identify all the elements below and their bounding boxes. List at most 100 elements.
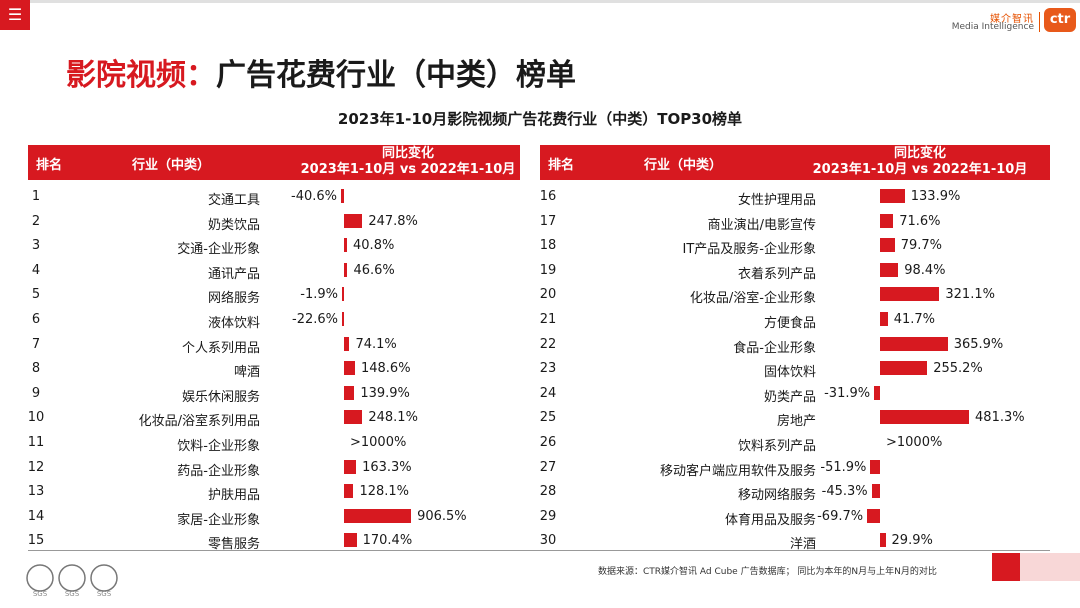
header-industry: 行业（中类） — [644, 158, 723, 173]
industry-cell: 奶类饮品 — [207, 217, 260, 233]
change-bar — [880, 410, 970, 425]
change-label: 98.4% — [904, 262, 946, 278]
change-bar — [880, 262, 899, 277]
table-row: 15 零售服务 170.4% — [0, 529, 1080, 553]
table-row: 30 洋酒 29.9% — [0, 529, 1080, 553]
rank-cell: 16 — [539, 189, 557, 204]
table-row: 23 固体饮料 255.2% — [0, 357, 1080, 381]
logo-separator — [1039, 12, 1040, 32]
industry-cell: 零售服务 — [207, 537, 260, 553]
change-bar — [344, 410, 363, 425]
change-label: 255.2% — [933, 361, 983, 377]
rank-cell: 7 — [31, 336, 41, 352]
table-row: 24 奶类产品 -31.9% — [0, 382, 1080, 406]
header-change-line2: 2023年1-10月 vs 2022年1-10月 — [300, 162, 516, 177]
header-change-line1: 同比变化 — [381, 146, 434, 161]
table-row: 28 移动网络服务 -45.3% — [0, 480, 1080, 504]
change-bar — [344, 361, 355, 376]
industry-cell: 药品-企业形象 — [177, 463, 260, 479]
header-change: 同比变化 2023年1-10月 vs 2022年1-10月 — [800, 146, 1040, 178]
table-row: 29 体育用品及服务 -69.7% — [0, 505, 1080, 529]
rank-cell: 6 — [31, 312, 41, 327]
change-label: 40.8% — [353, 238, 395, 254]
change-bar — [867, 508, 880, 523]
table-row: 12 药品-企业形象 163.3% — [0, 456, 1080, 480]
change-bar — [344, 213, 363, 228]
change-label: 247.8% — [368, 213, 418, 229]
rank-cell: 27 — [539, 459, 557, 475]
change-label: 29.9% — [891, 533, 933, 549]
industry-cell: 体育用品及服务 — [724, 512, 816, 528]
change-label: 79.7% — [900, 238, 943, 254]
industry-cell: 通讯产品 — [207, 266, 260, 282]
table-row: 27 移动客户端应用软件及服务 -51.9% — [0, 456, 1080, 480]
change-bar — [344, 508, 412, 523]
industry-cell: 洋酒 — [789, 537, 816, 553]
rank-cell: 29 — [539, 508, 557, 524]
rank-cell: 3 — [31, 238, 41, 254]
rank-cell: 14 — [27, 508, 45, 524]
change-bar — [344, 262, 348, 277]
chart-title: 2023年1-10月影院视频广告花费行业（中类）TOP30榜单 — [337, 110, 743, 128]
change-bar — [340, 189, 344, 203]
footer-accent-red — [992, 553, 1020, 581]
hamburger-icon[interactable]: ☰ — [0, 0, 30, 30]
change-label: 163.3% — [362, 459, 412, 475]
industry-cell: 房地产 — [776, 414, 816, 430]
change-bar — [880, 361, 928, 376]
change-label: 906.5% — [417, 508, 467, 524]
table-header-right: 排名 行业（中类） 同比变化 2023年1-10月 vs 2022年1-10月 — [540, 145, 1050, 180]
sgs-label: SGS — [33, 590, 48, 598]
table-row: 1 交通工具 -40.6% — [0, 185, 1080, 209]
table-row: 9 娱乐休闲服务 139.9% — [0, 382, 1080, 406]
rank-cell: 25 — [539, 410, 557, 426]
header-rank: 排名 — [36, 158, 63, 173]
header-rank: 排名 — [548, 158, 575, 173]
industry-cell: 固体饮料 — [763, 365, 816, 381]
industry-cell: 女性护理用品 — [737, 193, 816, 208]
change-bar — [880, 312, 888, 326]
industry-cell: 化妆品/浴室-企业形象 — [689, 291, 816, 307]
table-row: 6 液体饮料 -22.6% — [0, 308, 1080, 332]
change-label: -51.9% — [820, 459, 867, 475]
header-change-line1: 同比变化 — [893, 146, 946, 161]
industry-cell: 娱乐休闲服务 — [181, 389, 260, 405]
change-bar — [880, 336, 948, 351]
industry-cell: 移动网络服务 — [737, 488, 816, 504]
rank-cell: 23 — [539, 361, 557, 377]
industry-cell: 食品-企业形象 — [733, 340, 816, 356]
change-label: 148.6% — [360, 361, 411, 377]
rank-cell: 22 — [539, 336, 557, 352]
industry-cell: IT产品及服务-企业形象 — [682, 242, 816, 258]
change-bar — [880, 533, 886, 548]
rank-cell: 17 — [539, 213, 557, 229]
table-row: 22 食品-企业形象 365.9% — [0, 333, 1080, 357]
table-row: 5 网络服务 -1.9% — [0, 283, 1080, 307]
industry-cell: 饮料系列产品 — [737, 439, 816, 454]
table-row: 21 方便食品 41.7% — [0, 308, 1080, 332]
rank-cell: 12 — [27, 459, 45, 475]
rank-cell: 5 — [31, 287, 41, 303]
rank-cell: 1 — [31, 189, 41, 204]
header-change: 同比变化 2023年1-10月 vs 2022年1-10月 — [288, 146, 528, 178]
rank-cell: 24 — [539, 385, 557, 401]
logo-cn: 媒介智讯 — [990, 14, 1034, 25]
change-bar — [880, 238, 895, 253]
table-row: 17 商业演出/电影宣传 71.6% — [0, 210, 1080, 234]
rank-cell: 19 — [539, 262, 557, 278]
change-label: >1000% — [350, 435, 407, 450]
table-row: 26 饮料系列产品 >1000% — [0, 431, 1080, 455]
table-row: 14 家居-企业形象 906.5% — [0, 505, 1080, 529]
industry-cell: 交通工具 — [207, 193, 260, 208]
table-row: 19 衣着系列产品 98.4% — [0, 259, 1080, 283]
table-row: 2 奶类饮品 247.8% — [0, 210, 1080, 234]
rank-cell: 10 — [27, 410, 45, 426]
industry-cell: 液体饮料 — [207, 316, 260, 331]
change-bar — [344, 484, 354, 499]
table-row: 4 通讯产品 46.6% — [0, 259, 1080, 283]
table-row: 11 饮料-企业形象 >1000% — [0, 431, 1080, 455]
header-industry: 行业（中类） — [132, 158, 211, 173]
industry-cell: 啤酒 — [233, 365, 260, 381]
rank-cell: 8 — [31, 361, 41, 377]
rank-cell: 26 — [539, 435, 557, 450]
